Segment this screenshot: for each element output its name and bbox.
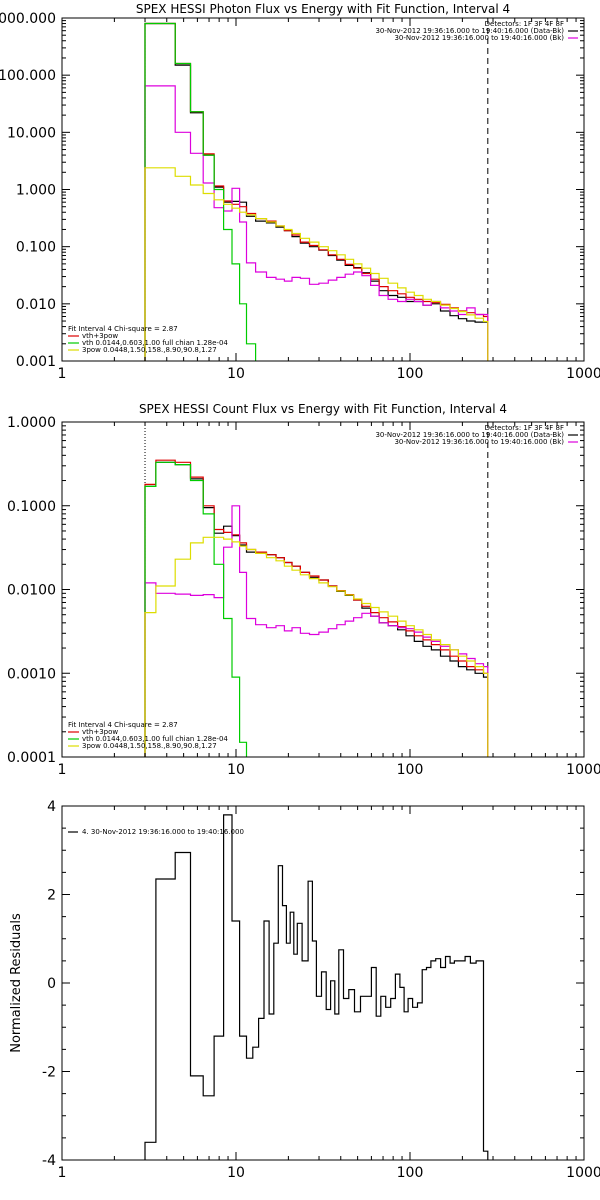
series-line-0 [144,814,489,1160]
x-tick-label: 10 [227,1165,245,1181]
plot-frame [61,421,585,758]
y-tick-label: 0.001 [16,354,56,370]
series-line-3 [144,461,248,757]
y-tick-label: 1.0000 [7,415,56,431]
x-tick-label: 1000 [566,762,600,778]
y-tick-label: 0.0100 [7,583,56,599]
count-flux-panel: SPEX HESSI Count Flux vs Energy with Fit… [7,402,600,778]
x-tick-label: 1 [58,762,67,778]
series-line-4 [144,536,489,757]
series-line-1 [144,459,489,757]
y-tick-label: 0.0001 [7,750,56,766]
chart-title: SPEX HESSI Photon Flux vs Energy with Fi… [136,2,510,16]
legend-bottom-entry: 3pow 0.0448,1.50,158.,8.90,90.8,1.27 [82,742,217,750]
legend-top-entry: 30-Nov-2012 19:36:16.000 to 19:40:16.000… [375,27,564,35]
x-tick-label: 10 [227,762,245,778]
plot-frame [61,805,585,1161]
y-tick-label: 0.100 [16,240,56,256]
residuals-panel: 1 10 100 1000 4 2 0 -2 -4 Normalized Residuals 4. … [9,799,600,1181]
y-tick-label: 1.000 [16,183,56,199]
legend-top-entry: Detectors: 1F 3F 4F 8F [485,20,564,28]
series-line-3 [144,22,257,361]
legend-top-entry: 30-Nov-2012 19:36:16.000 to 19:40:16.000… [394,438,564,446]
series-line-2 [144,505,489,757]
legend-top-entry: 30-Nov-2012 19:36:16.000 to 19:40:16.000… [375,431,564,439]
x-tick-label: 10 [227,366,245,382]
y-tick-label: 4 [47,799,56,815]
legend-bottom-entry: vth 0.0144,0.603,1.00 full chian 1.28e-0… [82,735,228,743]
y-tick-label: 1000.000 [0,11,56,27]
photon-flux-panel: SPEX HESSI Photon Flux vs Energy with Fi… [0,2,600,382]
legend-bottom-entry: Fit Interval 4 Chi-square = 2.87 [68,721,178,729]
y-tick-label: 2 [47,888,56,904]
x-tick-label: 100 [397,1165,424,1181]
y-tick-label: -4 [42,1153,56,1169]
x-tick-label: 100 [397,366,424,382]
legend-bottom-entry: vth+3pow [82,728,118,736]
legend-bottom-entry: Fit Interval 4 Chi-square = 2.87 [68,325,178,333]
x-tick-label: 1 [58,366,67,382]
series-group [144,22,489,361]
x-tick-label: 1000 [566,366,600,382]
x-tick-label: 100 [397,762,424,778]
y-axis-label: Normalized Residuals [9,913,24,1053]
series-group [144,459,489,757]
y-tick-label: 0.010 [16,297,56,313]
series-line-4 [144,167,489,361]
legend-bottom-entry: vth+3pow [82,332,118,340]
legend-top-entry: 30-Nov-2012 19:36:16.000 to 19:40:16.000… [394,34,564,42]
y-tick-label: 0 [47,976,56,992]
series-line-2 [144,85,489,361]
y-tick-label: 100.000 [0,68,56,84]
x-tick-label: 1 [58,1165,67,1181]
y-tick-label: 0.1000 [7,499,56,515]
y-tick-label: -2 [42,1065,56,1081]
legend-entry: 4. 30-Nov-2012 19:36:16.000 to 19:40:16.… [82,828,244,836]
series-group [144,814,489,1160]
y-tick-label: 0.0010 [7,666,56,682]
plot-frame [61,17,585,362]
x-tick-label: 1000 [566,1165,600,1181]
y-tick-label: 10.000 [7,125,56,141]
legend-bottom-entry: vth 0.0144,0.603,1.00 full chian 1.28e-0… [82,339,228,347]
legend-top-entry: Detectors: 1F 3F 4F 8F [485,424,564,432]
legend-bottom-entry: 3pow 0.0448,1.50,158.,8.90,90.8,1.27 [82,346,217,354]
chart-title: SPEX HESSI Count Flux vs Energy with Fit… [139,402,507,416]
